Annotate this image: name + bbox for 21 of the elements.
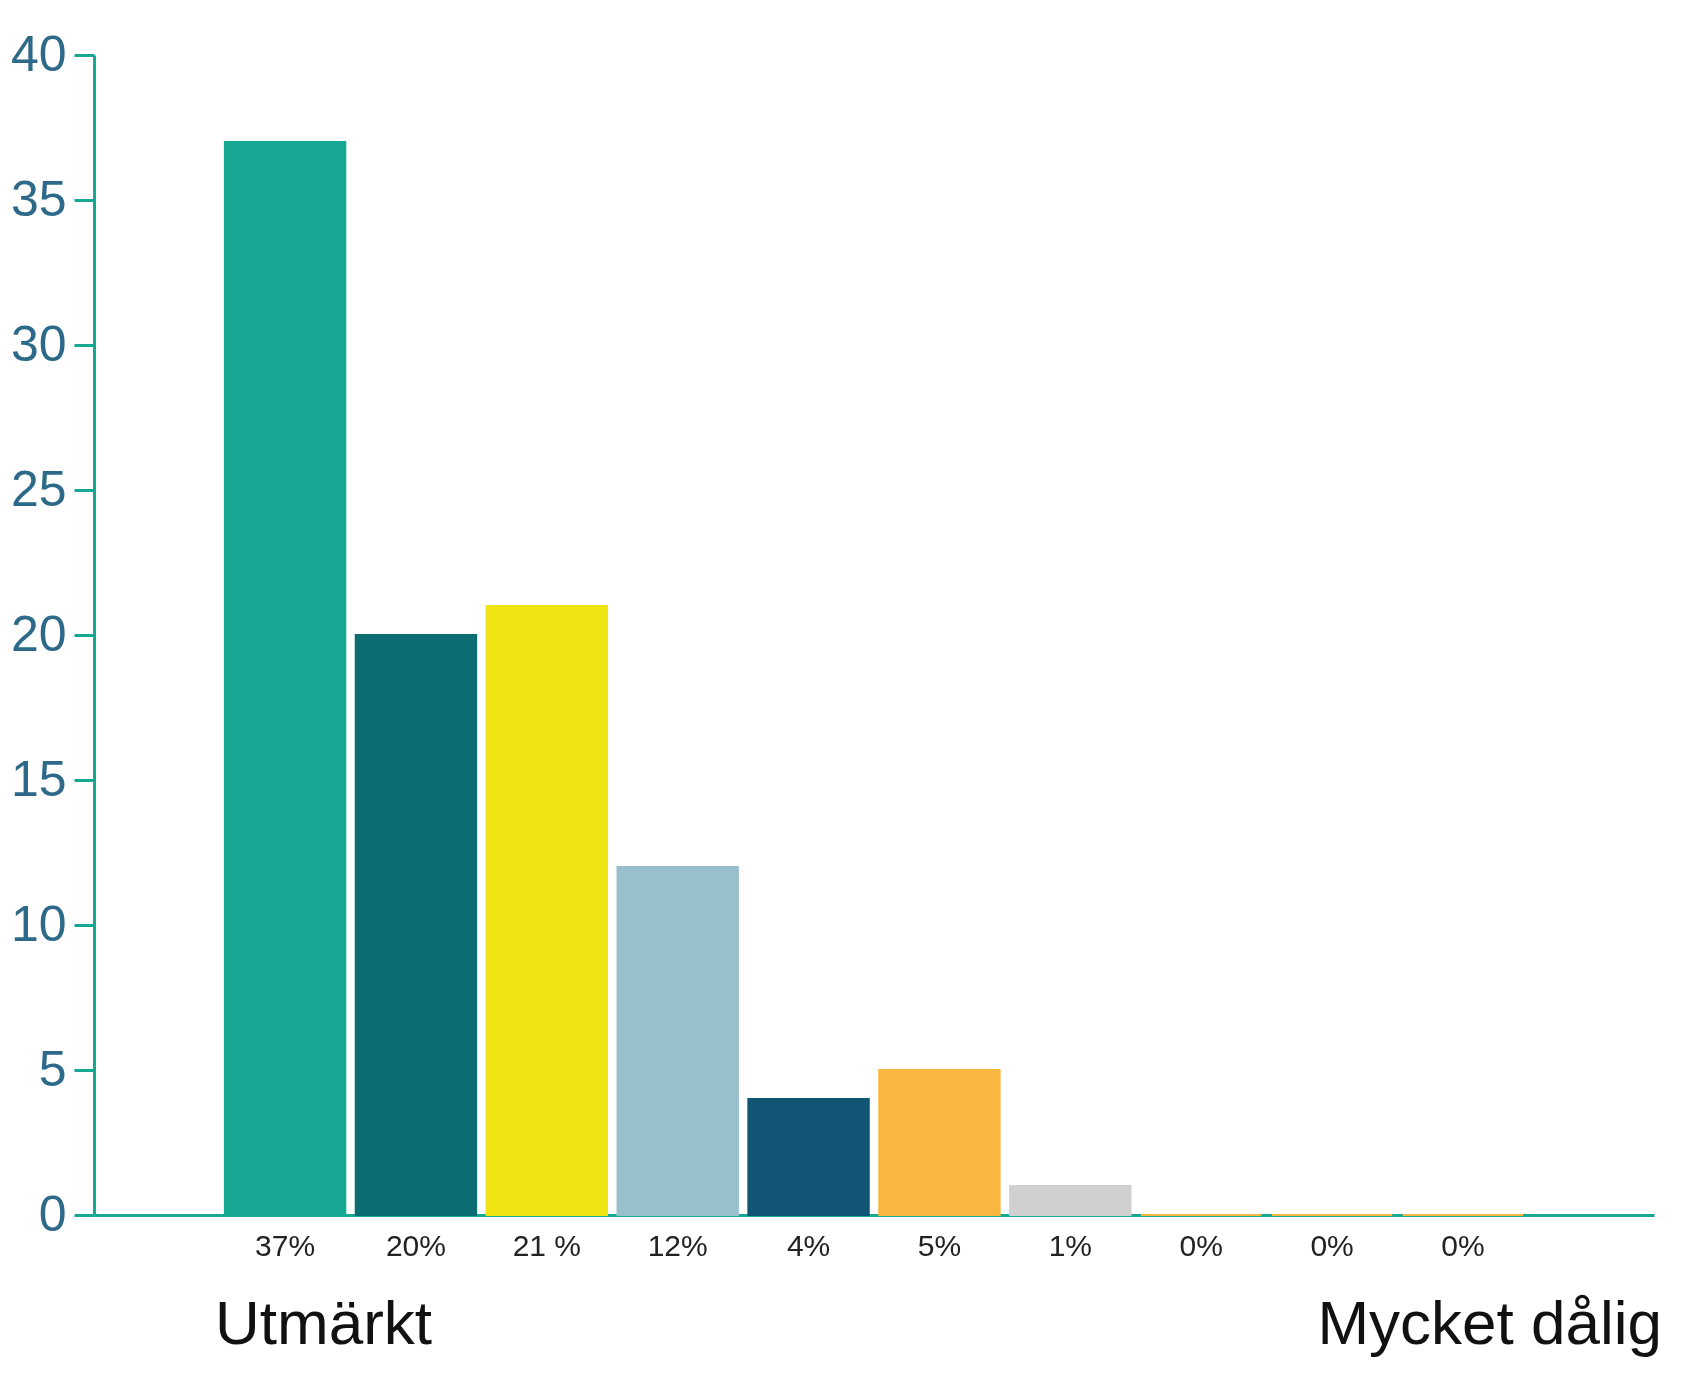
x-tick-label: 37% [255, 1228, 316, 1262]
y-tick-label: 15 [10, 750, 67, 807]
x-tick-label: 0% [1441, 1228, 1485, 1262]
y-tick-label: 40 [10, 25, 67, 82]
text: Utmärkt [215, 1288, 433, 1357]
x-tick-label: 0% [1179, 1228, 1223, 1262]
x-tick-label: 1% [1048, 1228, 1092, 1262]
x-tick-label: 21 % [512, 1228, 582, 1262]
y-tick-label: 5 [38, 1040, 67, 1097]
y-tick-label: 0 [38, 1185, 67, 1242]
x-tick-label: 0% [1310, 1228, 1354, 1262]
x-tick-label: 5% [917, 1228, 962, 1262]
text: Mycket dålig [1317, 1288, 1662, 1357]
y-tick-label: 35 [10, 170, 67, 227]
x-tick-label: 12% [647, 1228, 708, 1262]
y-tick-label: 25 [10, 460, 67, 517]
y-tick-label: 30 [10, 315, 67, 372]
x-tick-label: 20% [385, 1228, 446, 1262]
x-tick-label: 4% [786, 1228, 831, 1262]
y-tick-label: 20 [10, 605, 67, 662]
y-tick-label: 10 [10, 895, 67, 952]
